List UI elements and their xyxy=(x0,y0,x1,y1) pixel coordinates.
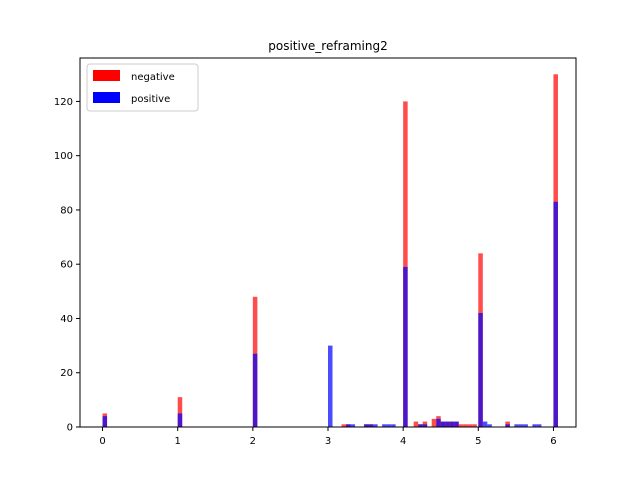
plot-frame xyxy=(79,57,577,428)
bar-positive xyxy=(523,424,528,427)
legend-label-negative: negative xyxy=(131,72,175,83)
bar-negative xyxy=(403,101,408,427)
bar-positive xyxy=(487,424,492,427)
y-tick-label: 100 xyxy=(54,151,73,162)
legend-swatch-positive xyxy=(93,92,120,103)
bar-positive xyxy=(177,413,183,427)
y-tick-label: 120 xyxy=(54,97,73,108)
bar-positive xyxy=(403,266,408,427)
bar-negative xyxy=(467,424,473,427)
y-tick-label: 80 xyxy=(60,205,73,216)
y-tick-label: 0 xyxy=(67,423,73,434)
bar-positive xyxy=(478,313,483,427)
bar-positive xyxy=(391,424,396,427)
x-tick-label: 4 xyxy=(400,436,406,447)
bar-negative xyxy=(413,421,419,427)
bar-positive xyxy=(532,424,537,427)
chart-title: positive_reframing2 xyxy=(268,39,388,53)
y-tick-label: 40 xyxy=(60,314,73,325)
bar-positive xyxy=(505,424,510,427)
bar-positive xyxy=(449,421,455,427)
legend-swatch-negative xyxy=(93,70,120,81)
bar-positive xyxy=(386,424,392,427)
bar-positive xyxy=(536,424,542,427)
bar-positive xyxy=(328,345,333,427)
bar-negative xyxy=(472,424,477,427)
x-tick-label: 1 xyxy=(175,436,181,447)
bar-positive xyxy=(102,416,108,427)
y-tick-label: 60 xyxy=(60,260,73,271)
bar-positive xyxy=(382,424,387,427)
bar-negative xyxy=(463,424,468,427)
bar-positive xyxy=(422,424,428,427)
bar-positive xyxy=(350,424,356,427)
bar-positive xyxy=(373,424,378,427)
legend-label-positive: positive xyxy=(131,94,170,105)
x-tick-label: 2 xyxy=(250,436,256,447)
bars-layer xyxy=(102,74,558,427)
bar-positive xyxy=(368,424,374,427)
bar-positive xyxy=(436,418,441,427)
bar-positive xyxy=(418,424,423,427)
bar-negative xyxy=(505,421,510,427)
legend: negative positive xyxy=(86,63,199,112)
bar-positive xyxy=(440,421,446,427)
x-tick-label: 3 xyxy=(325,436,331,447)
y-tick-label: 20 xyxy=(60,368,73,379)
x-tick-label: 6 xyxy=(550,436,556,447)
bar-negative xyxy=(177,397,183,427)
bar-positive xyxy=(514,424,519,427)
bar-negative xyxy=(458,424,464,427)
bar-positive xyxy=(518,424,524,427)
bar-positive xyxy=(445,421,450,427)
bar-positive xyxy=(454,421,459,427)
bar-positive xyxy=(553,201,558,427)
x-tick-label: 0 xyxy=(99,436,105,447)
bar-positive xyxy=(364,424,369,427)
bar-positive xyxy=(252,353,258,427)
bar-negative xyxy=(341,424,347,427)
bar-negative xyxy=(431,418,437,427)
x-tick-label: 5 xyxy=(475,436,481,447)
bar-positive xyxy=(482,421,488,427)
bar-negative xyxy=(422,421,428,427)
bar-positive xyxy=(346,424,351,427)
